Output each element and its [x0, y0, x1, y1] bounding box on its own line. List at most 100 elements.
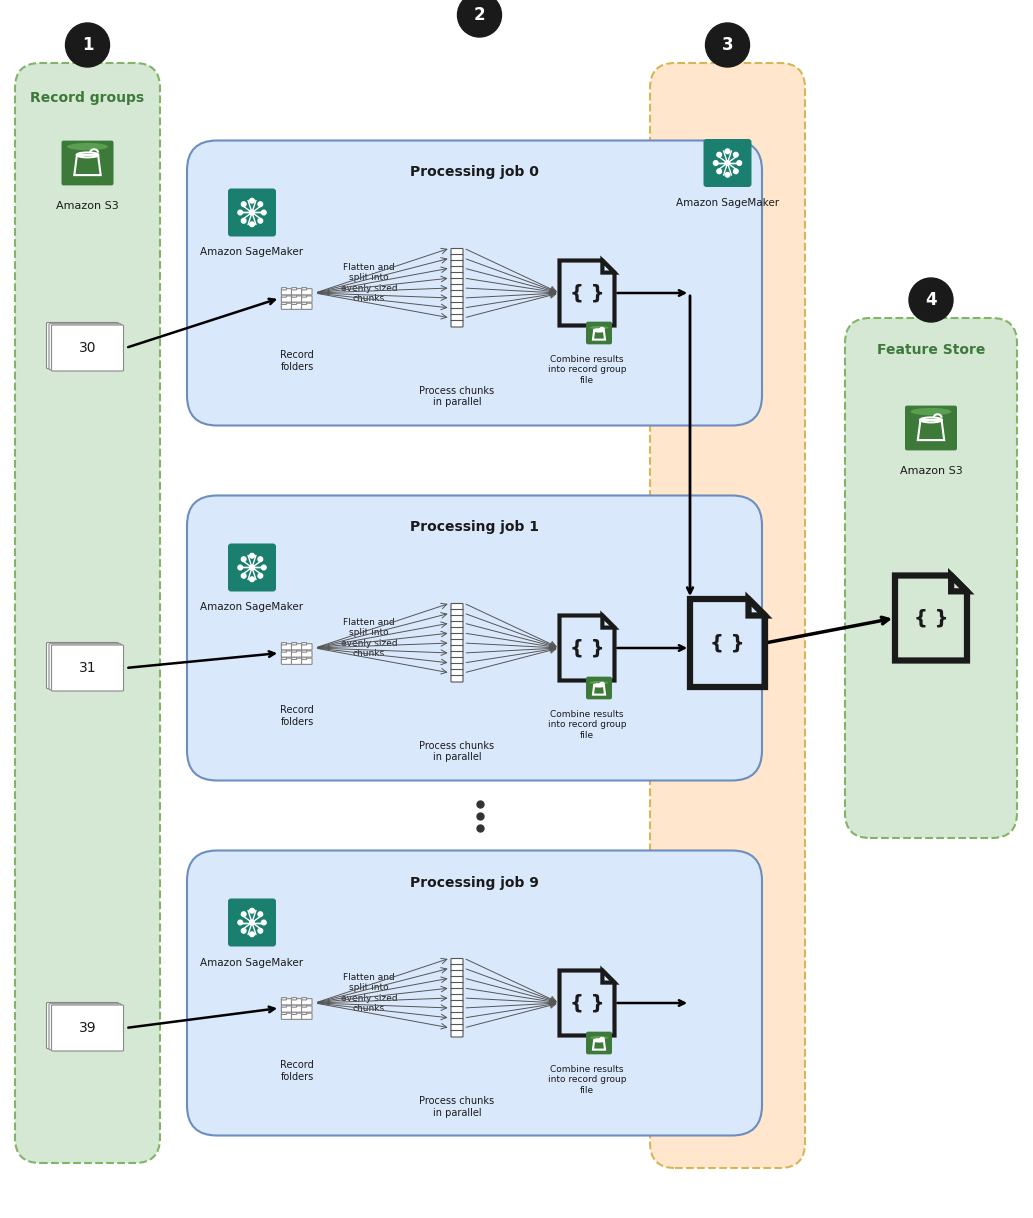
Circle shape — [733, 169, 739, 174]
FancyBboxPatch shape — [291, 658, 296, 659]
FancyBboxPatch shape — [650, 63, 805, 1168]
FancyBboxPatch shape — [451, 291, 463, 297]
FancyBboxPatch shape — [451, 1024, 463, 1030]
FancyBboxPatch shape — [228, 189, 276, 236]
Text: { }: { } — [570, 638, 604, 658]
Circle shape — [238, 920, 243, 924]
FancyBboxPatch shape — [451, 977, 463, 983]
FancyBboxPatch shape — [905, 406, 957, 451]
FancyBboxPatch shape — [451, 983, 463, 989]
Circle shape — [242, 218, 246, 223]
Text: Process chunks
in parallel: Process chunks in parallel — [419, 386, 495, 408]
FancyBboxPatch shape — [451, 609, 463, 616]
Circle shape — [242, 928, 246, 933]
FancyBboxPatch shape — [49, 1004, 121, 1050]
Circle shape — [725, 161, 729, 166]
FancyBboxPatch shape — [281, 1006, 292, 1012]
Circle shape — [250, 211, 254, 214]
Text: Flatten and
split into
evenly sized
chunks: Flatten and split into evenly sized chun… — [341, 973, 398, 1013]
FancyBboxPatch shape — [302, 295, 307, 297]
Circle shape — [737, 161, 742, 166]
Text: { }: { } — [570, 284, 604, 302]
FancyBboxPatch shape — [291, 287, 296, 290]
Text: 1: 1 — [82, 37, 93, 54]
Text: Amazon SageMaker: Amazon SageMaker — [676, 199, 779, 208]
FancyBboxPatch shape — [281, 1013, 292, 1019]
FancyBboxPatch shape — [451, 959, 463, 965]
FancyBboxPatch shape — [291, 650, 302, 658]
FancyBboxPatch shape — [302, 658, 312, 664]
Text: Amazon SageMaker: Amazon SageMaker — [200, 957, 304, 967]
FancyBboxPatch shape — [291, 658, 302, 664]
Text: Flatten and
split into
evenly sized
chunks: Flatten and split into evenly sized chun… — [341, 618, 398, 658]
FancyBboxPatch shape — [703, 139, 751, 188]
FancyBboxPatch shape — [451, 995, 463, 1001]
FancyBboxPatch shape — [282, 1012, 286, 1015]
Text: 3: 3 — [722, 37, 733, 54]
Circle shape — [258, 912, 262, 916]
FancyBboxPatch shape — [46, 1002, 119, 1049]
FancyBboxPatch shape — [302, 1005, 307, 1007]
FancyBboxPatch shape — [49, 644, 121, 689]
Circle shape — [909, 278, 953, 322]
FancyBboxPatch shape — [291, 289, 302, 295]
Circle shape — [65, 23, 109, 67]
FancyBboxPatch shape — [302, 999, 312, 1005]
FancyBboxPatch shape — [586, 322, 612, 345]
Circle shape — [458, 0, 501, 37]
Ellipse shape — [590, 326, 608, 329]
Circle shape — [250, 577, 254, 581]
FancyBboxPatch shape — [187, 496, 762, 781]
Text: Record
folders: Record folders — [280, 350, 314, 371]
Circle shape — [258, 928, 262, 933]
FancyBboxPatch shape — [451, 621, 463, 628]
Text: 31: 31 — [79, 661, 96, 675]
FancyBboxPatch shape — [281, 650, 292, 658]
Text: Combine results
into record group
file: Combine results into record group file — [547, 710, 626, 739]
Circle shape — [242, 912, 246, 916]
Text: Processing job 1: Processing job 1 — [410, 520, 539, 535]
Text: Record
folders: Record folders — [280, 705, 314, 727]
Text: 39: 39 — [79, 1021, 96, 1035]
FancyBboxPatch shape — [228, 899, 276, 946]
Circle shape — [242, 202, 246, 207]
FancyBboxPatch shape — [451, 676, 463, 682]
Ellipse shape — [590, 1037, 608, 1039]
FancyBboxPatch shape — [282, 287, 286, 290]
FancyBboxPatch shape — [451, 603, 463, 610]
Circle shape — [250, 909, 254, 914]
FancyBboxPatch shape — [187, 850, 762, 1135]
FancyBboxPatch shape — [302, 289, 312, 295]
FancyBboxPatch shape — [451, 267, 463, 273]
FancyBboxPatch shape — [282, 295, 286, 297]
FancyBboxPatch shape — [228, 543, 276, 592]
FancyBboxPatch shape — [62, 140, 114, 185]
FancyBboxPatch shape — [281, 289, 292, 295]
Circle shape — [258, 202, 262, 207]
Text: { }: { } — [570, 994, 604, 1012]
FancyBboxPatch shape — [291, 999, 302, 1005]
FancyBboxPatch shape — [302, 650, 312, 658]
Circle shape — [258, 574, 262, 579]
FancyBboxPatch shape — [451, 989, 463, 995]
Text: Amazon S3: Amazon S3 — [56, 201, 119, 211]
Text: Record
folders: Record folders — [280, 1060, 314, 1082]
FancyBboxPatch shape — [451, 971, 463, 977]
Circle shape — [261, 211, 267, 214]
Text: Combine results
into record group
file: Combine results into record group file — [547, 354, 626, 385]
FancyBboxPatch shape — [282, 650, 286, 652]
FancyBboxPatch shape — [451, 658, 463, 664]
FancyBboxPatch shape — [52, 1005, 124, 1051]
FancyBboxPatch shape — [281, 303, 292, 309]
FancyBboxPatch shape — [451, 1006, 463, 1013]
FancyBboxPatch shape — [451, 1030, 463, 1037]
FancyBboxPatch shape — [451, 261, 463, 267]
Circle shape — [238, 211, 243, 214]
Circle shape — [250, 920, 254, 924]
FancyBboxPatch shape — [451, 652, 463, 658]
FancyBboxPatch shape — [281, 658, 292, 664]
Ellipse shape — [67, 143, 107, 150]
FancyBboxPatch shape — [451, 320, 463, 326]
FancyBboxPatch shape — [52, 646, 124, 691]
Circle shape — [258, 557, 262, 561]
